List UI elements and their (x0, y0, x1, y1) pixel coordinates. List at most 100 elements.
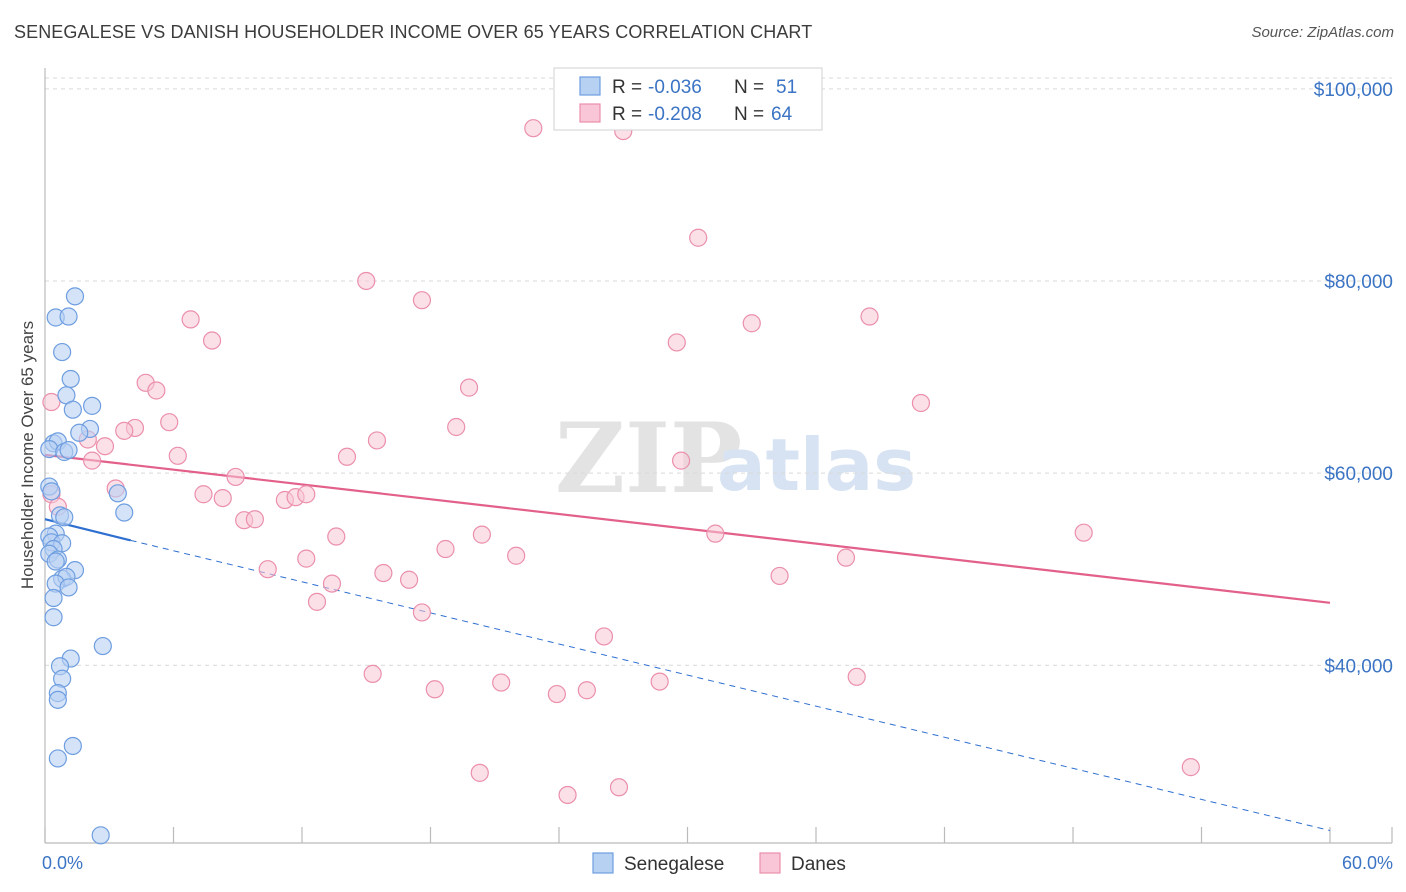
danes-point (472, 525, 491, 544)
senegalese-point (63, 736, 82, 756)
watermark-atlas: atlas (717, 423, 916, 507)
danes-legend-swatch (759, 852, 781, 874)
danes-point (1074, 523, 1093, 542)
danes-point (507, 546, 526, 565)
danes-point (245, 510, 264, 529)
danes-point (650, 672, 669, 691)
watermark-zip: ZIP (555, 402, 742, 515)
danes-point (470, 763, 489, 782)
legend-n-value: 64 (771, 104, 793, 125)
danes-point (911, 393, 931, 413)
danes-point (412, 603, 432, 622)
senegalese-point (55, 508, 74, 527)
danes-point (425, 680, 444, 699)
legend-r-label: R = (612, 104, 642, 125)
danes-point (374, 563, 393, 583)
senegalese-legend-swatch (592, 852, 614, 874)
legend-r-value: -0.208 (648, 104, 702, 125)
danes-point (363, 664, 382, 684)
danes-legend-label: Danes (791, 854, 846, 875)
danes-point (42, 392, 61, 412)
danes-point (297, 549, 316, 568)
danes-point (95, 437, 115, 456)
series-legend: Senegalese Danes (592, 852, 846, 875)
senegalese-point (61, 369, 80, 389)
senegalese-point (44, 608, 63, 627)
danes-point (706, 524, 725, 543)
danes-point (847, 667, 866, 686)
danes-point (307, 592, 327, 611)
senegalese-point (40, 439, 59, 459)
y-tick-label: $100,000 (1314, 80, 1393, 101)
danes-point (168, 446, 187, 465)
danes-point (547, 684, 566, 704)
senegalese-swatch (579, 76, 601, 96)
watermark: ZIP atlas (555, 402, 916, 515)
danes-trend-line (44, 453, 1331, 604)
stats-legend: R = -0.036 N = 51 R = -0.208 N = 64 (553, 67, 823, 131)
senegalese-point (59, 578, 78, 597)
danes-point (399, 570, 419, 589)
senegalese-point (59, 307, 78, 326)
x-tick-label: 0.0% (42, 853, 83, 873)
danes-point (459, 378, 479, 397)
senegalese-point (108, 484, 127, 503)
danes-point (337, 447, 357, 466)
senegalese-points (40, 287, 134, 845)
danes-point (297, 485, 316, 504)
danes-point (447, 417, 466, 437)
danes-point (357, 271, 376, 291)
danes-point (213, 488, 232, 508)
danes-point (742, 314, 761, 333)
senegalese-point (48, 690, 67, 709)
y-tick-label: $40,000 (1324, 656, 1393, 677)
senegalese-point (42, 482, 61, 501)
danes-point (667, 333, 686, 352)
danes-point (860, 307, 879, 326)
senegalese-point (93, 636, 112, 656)
danes-point (226, 467, 245, 487)
danes-point (147, 381, 166, 400)
danes-point (367, 431, 387, 450)
danes-point (436, 539, 455, 559)
danes-point (577, 681, 596, 700)
senegalese-point (48, 749, 67, 768)
danes-point (115, 421, 134, 440)
danes-point (83, 451, 102, 470)
danes-point (194, 485, 213, 504)
danes-point (594, 627, 614, 646)
senegalese-point (70, 423, 89, 442)
danes-point (412, 291, 432, 310)
danes-point (770, 566, 789, 586)
senegalese-point (46, 552, 65, 571)
gridlines (45, 77, 1392, 666)
senegalese-point (83, 396, 102, 415)
senegalese-point (63, 400, 82, 419)
danes-point (609, 778, 629, 797)
danes-point (181, 310, 200, 329)
danes-point (836, 548, 856, 567)
danes-point (492, 673, 511, 692)
danes-point (689, 228, 708, 247)
y-axis-label: Householder Income Over 65 years (18, 321, 37, 589)
legend-n-value: 51 (776, 77, 797, 98)
senegalese-trend-extension (130, 539, 1331, 831)
danes-point (202, 331, 222, 350)
y-tick-label: $80,000 (1324, 272, 1393, 293)
senegalese-point (53, 342, 72, 362)
danes-point (258, 560, 277, 579)
y-tick-labels: $40,000 $60,000 $80,000 $100,000 (1314, 80, 1393, 677)
danes-point (160, 413, 179, 432)
danes-point (327, 527, 346, 546)
legend-r-label: R = (612, 77, 642, 98)
senegalese-point (115, 503, 134, 522)
x-tick-labels: 0.0% 60.0% (42, 853, 1393, 873)
senegalese-point (59, 440, 78, 460)
y-tick-label: $60,000 (1324, 464, 1393, 485)
senegalese-point (65, 287, 85, 306)
senegalese-point (91, 826, 110, 845)
chart-title: SENEGALESE VS DANISH HOUSEHOLDER INCOME … (14, 22, 813, 42)
source-label: Source: ZipAtlas.com (1251, 24, 1394, 41)
danes-point (671, 451, 691, 470)
